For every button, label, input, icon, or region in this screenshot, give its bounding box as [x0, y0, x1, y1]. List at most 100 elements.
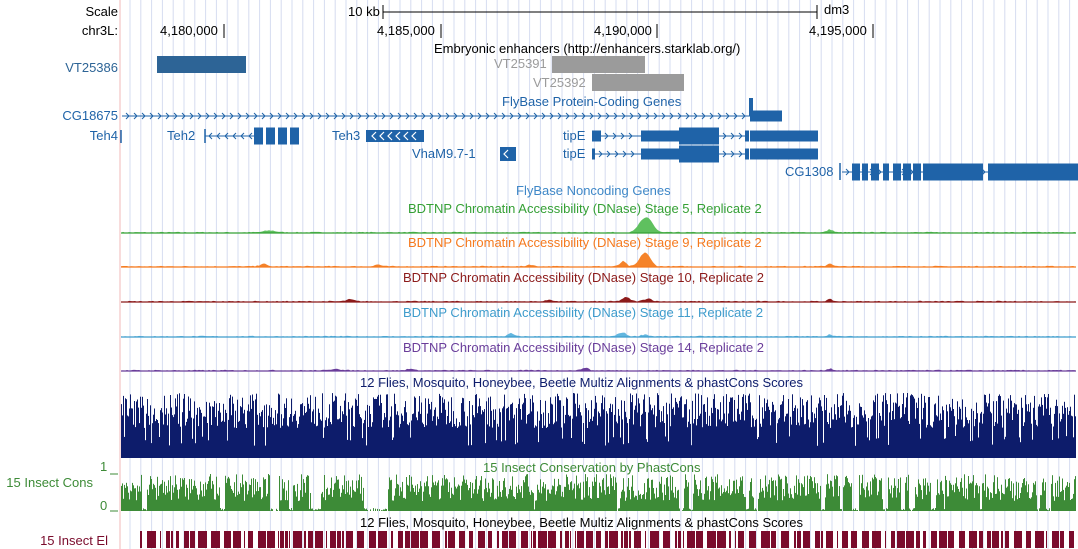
phastcons-bar — [822, 509, 823, 511]
strand-arrow — [397, 112, 402, 120]
phastcons-bar — [851, 483, 852, 511]
phastcons-bar — [961, 478, 962, 511]
multiz-bar — [502, 408, 503, 458]
multiz-bar — [875, 395, 876, 458]
strand-arrow — [379, 131, 385, 141]
phastcons-bar — [532, 492, 533, 511]
strand-arrow — [501, 112, 506, 120]
multiz-bar — [527, 415, 528, 458]
phastcons-bar — [973, 475, 974, 511]
phastcons-bar — [779, 476, 780, 511]
phastcons-bar — [665, 495, 666, 511]
conserved-element — [872, 531, 881, 548]
multiz-bar — [514, 414, 515, 458]
phastcons-bar — [637, 499, 638, 511]
gene-label[interactable]: CG18675 — [62, 108, 118, 123]
phastcons-bar — [132, 482, 133, 511]
phastcons-bar — [253, 478, 254, 511]
enhancer-label[interactable]: VT25391 — [494, 56, 547, 71]
enhancers-track-title[interactable]: Embryonic enhancers (http://enhancers.st… — [434, 41, 741, 56]
gene-exon — [871, 163, 879, 181]
phastcons-bar — [260, 487, 261, 511]
multiz-bar — [459, 422, 460, 458]
phastcons-track-title[interactable]: 15 Insect Conservation by PhastCons — [483, 460, 701, 475]
phastcons-bar — [408, 485, 409, 511]
gene-label[interactable]: VhaM9.7-1 — [412, 146, 476, 161]
dnase-track-title[interactable]: BDTNP Chromatin Accessibility (DNase) St… — [403, 305, 764, 320]
phastcons-bar — [521, 486, 522, 511]
multiz-bar — [270, 417, 271, 458]
phastcons-bar — [543, 482, 544, 511]
multiz-bar — [917, 408, 918, 458]
elements-side-label[interactable]: 15 Insect El — [40, 533, 108, 548]
multiz-bar — [674, 414, 675, 458]
multiz-bar — [132, 408, 133, 458]
multiz-track-title[interactable]: 12 Flies, Mosquito, Honeybee, Beetle Mul… — [360, 375, 803, 390]
multiz-bar — [145, 440, 146, 458]
phastcons-bar — [505, 487, 506, 511]
multiz-bar — [346, 415, 347, 458]
multiz-bar — [799, 425, 800, 458]
multiz-bar — [711, 407, 712, 458]
multiz-bar — [600, 416, 601, 458]
phastcons-bar — [560, 485, 561, 511]
multiz-bar — [747, 409, 748, 458]
phastcons-bar — [121, 485, 122, 511]
multiz-bar — [689, 409, 690, 458]
phastcons-bar — [831, 481, 832, 511]
phastcons-bar — [901, 509, 902, 511]
enhancer-label[interactable]: VT25386 — [65, 60, 118, 75]
multiz-bar — [936, 415, 937, 458]
dnase-track-title[interactable]: BDTNP Chromatin Accessibility (DNase) St… — [403, 270, 765, 285]
multiz-bar — [808, 419, 809, 458]
phastcons-bar — [268, 474, 269, 511]
multiz-bar — [887, 404, 888, 458]
phastcons-bar — [191, 479, 192, 511]
phastcons-bar — [679, 508, 680, 511]
gene-label[interactable]: CG1308 — [785, 164, 834, 179]
coding-genes-track-title[interactable]: FlyBase Protein-Coding Genes — [502, 94, 682, 109]
phastcons-bar — [908, 474, 909, 511]
multiz-bar — [935, 403, 936, 458]
multiz-bar — [215, 417, 216, 458]
multiz-bar — [248, 404, 249, 458]
multiz-bar — [941, 420, 942, 458]
dnase-track-title[interactable]: BDTNP Chromatin Accessibility (DNase) St… — [408, 235, 762, 250]
noncoding-genes-track-title[interactable]: FlyBase Noncoding Genes — [516, 183, 671, 198]
multiz-bar — [253, 400, 254, 458]
gene-label[interactable]: tipE — [563, 128, 586, 143]
phastcons-bar — [337, 479, 338, 511]
phastcons-bar — [1051, 483, 1052, 511]
gene-label[interactable]: tipE — [563, 146, 586, 161]
dnase-track-title[interactable]: BDTNP Chromatin Accessibility (DNase) St… — [403, 340, 765, 355]
phastcons-bar — [764, 497, 765, 511]
phastcons-bar — [845, 476, 846, 511]
phastcons-bar — [407, 484, 408, 511]
multiz-bar — [959, 406, 960, 458]
enhancer-label[interactable]: VT25392 — [533, 75, 586, 90]
multiz-bar — [123, 395, 124, 458]
phastcons-bar — [230, 485, 231, 511]
multiz-bar — [570, 415, 571, 458]
gene-label[interactable]: Teh2 — [167, 128, 196, 143]
gene-exon — [679, 145, 719, 163]
gene-label[interactable]: Teh3 — [332, 128, 361, 143]
phastcons-bar — [599, 482, 600, 511]
phastcons-bar — [330, 488, 331, 511]
multiz-bar — [682, 417, 683, 458]
multiz-bar — [212, 406, 213, 458]
phastcons-side-label[interactable]: 15 Insect Cons — [6, 475, 93, 490]
elements-track-title[interactable]: 12 Flies, Mosquito, Honeybee, Beetle Mul… — [360, 515, 803, 530]
dnase-track-title[interactable]: BDTNP Chromatin Accessibility (DNase) St… — [408, 201, 762, 216]
multiz-bar — [393, 437, 394, 458]
phastcons-bar — [828, 483, 829, 511]
phastcons-bar — [1042, 482, 1043, 511]
phastcons-bar — [179, 489, 180, 511]
multiz-bar — [919, 423, 920, 458]
multiz-bar — [897, 393, 898, 458]
gene-label[interactable]: Teh4 — [89, 128, 118, 143]
multiz-bar — [374, 399, 375, 458]
phastcons-bar — [496, 499, 497, 511]
multiz-bar — [623, 444, 624, 458]
multiz-bar — [729, 401, 730, 458]
